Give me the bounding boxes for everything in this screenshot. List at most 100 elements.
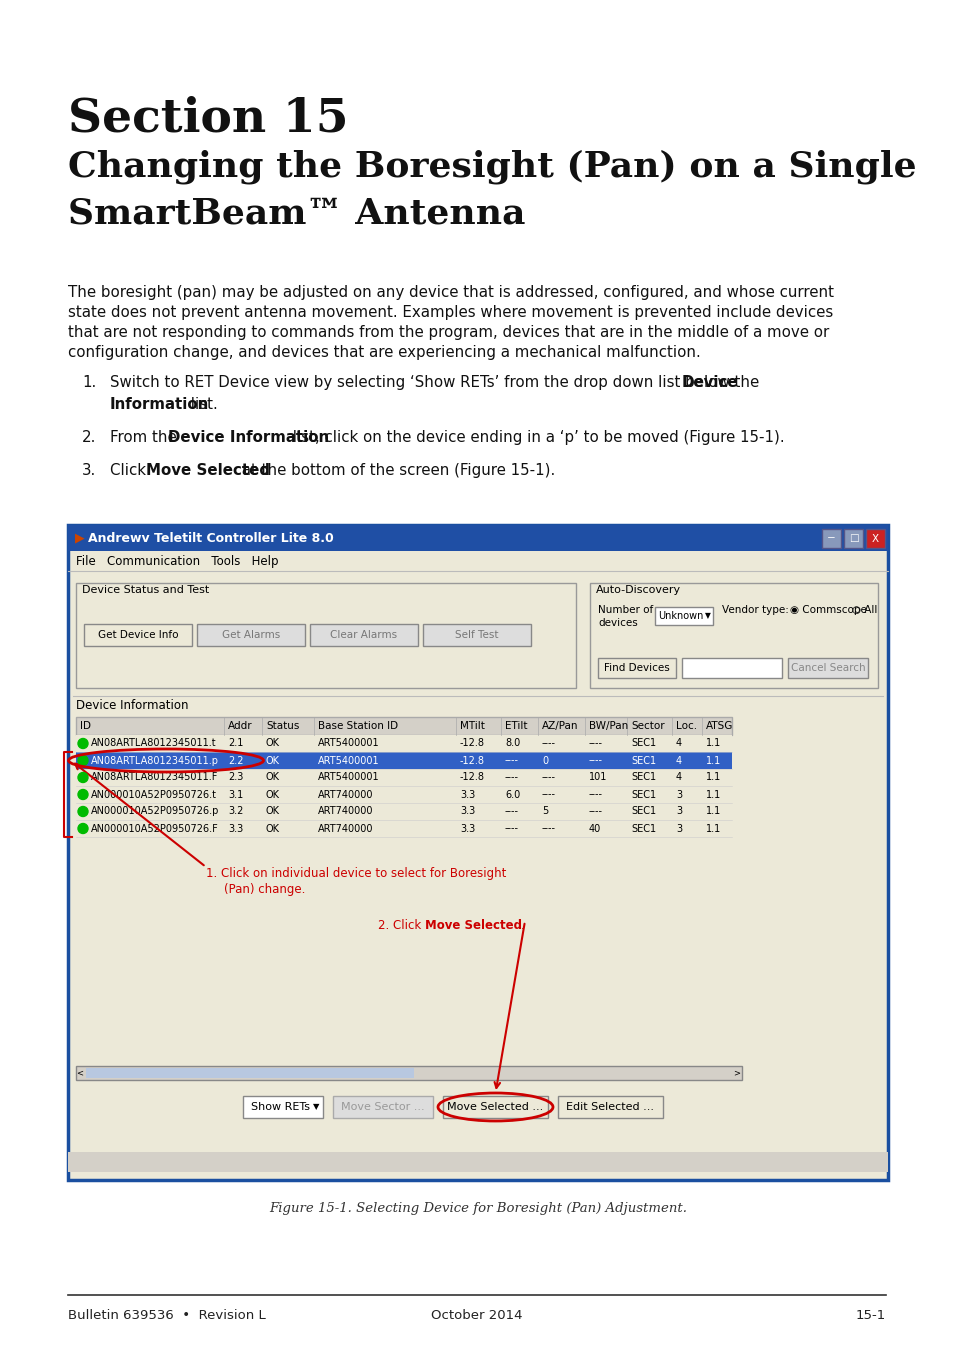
Circle shape: [78, 738, 88, 748]
Text: Addr: Addr: [228, 721, 253, 730]
Text: Find Devices: Find Devices: [603, 663, 669, 674]
FancyBboxPatch shape: [76, 583, 576, 689]
Text: SEC1: SEC1: [630, 824, 656, 833]
FancyBboxPatch shape: [422, 624, 531, 647]
Text: SEC1: SEC1: [630, 738, 656, 748]
Text: 0: 0: [541, 756, 548, 765]
FancyBboxPatch shape: [843, 529, 862, 548]
Text: 2. Click: 2. Click: [377, 919, 424, 931]
FancyBboxPatch shape: [76, 819, 731, 837]
Text: Cancel Search: Cancel Search: [790, 663, 864, 674]
Text: OK: OK: [266, 806, 280, 817]
Text: 1.1: 1.1: [705, 824, 720, 833]
FancyBboxPatch shape: [865, 529, 884, 548]
Text: OK: OK: [266, 738, 280, 748]
FancyBboxPatch shape: [681, 657, 781, 678]
Text: 40: 40: [588, 824, 600, 833]
Text: Status: Status: [266, 721, 299, 730]
FancyBboxPatch shape: [76, 1066, 741, 1080]
Text: 3.: 3.: [82, 463, 96, 478]
Text: ----: ----: [541, 790, 556, 799]
Text: 101: 101: [588, 772, 607, 783]
Circle shape: [78, 806, 88, 817]
Text: 4: 4: [676, 738, 681, 748]
Text: ----: ----: [588, 756, 602, 765]
Text: 2.2: 2.2: [228, 756, 243, 765]
Text: Move Selected: Move Selected: [146, 463, 270, 478]
Text: Loc.: Loc.: [676, 721, 697, 730]
Text: Section 15: Section 15: [68, 95, 348, 140]
Text: Move Selected: Move Selected: [424, 919, 521, 931]
FancyBboxPatch shape: [655, 608, 712, 625]
Text: OK: OK: [266, 824, 280, 833]
Text: ----: ----: [504, 772, 518, 783]
Text: ----: ----: [541, 772, 556, 783]
Text: that are not responding to commands from the program, devices that are in the mi: that are not responding to commands from…: [68, 325, 828, 340]
Text: 1.1: 1.1: [705, 738, 720, 748]
FancyBboxPatch shape: [68, 525, 887, 551]
Text: 5: 5: [541, 806, 548, 817]
Text: AN08ARTLA8012345011.F: AN08ARTLA8012345011.F: [91, 772, 218, 783]
Text: ▶: ▶: [75, 532, 85, 544]
Text: Changing the Boresight (Pan) on a Single: Changing the Boresight (Pan) on a Single: [68, 148, 916, 184]
Text: 3: 3: [676, 824, 681, 833]
Text: list, click on the device ending in a ‘p’ to be moved (Figure 15-1).: list, click on the device ending in a ‘p…: [288, 431, 783, 446]
Text: Device: Device: [681, 375, 738, 390]
Text: ----: ----: [504, 756, 518, 765]
Text: 1.1: 1.1: [705, 806, 720, 817]
Text: Show RETs: Show RETs: [251, 1102, 310, 1112]
Text: 3.3: 3.3: [459, 806, 475, 817]
Text: 3.2: 3.2: [228, 806, 243, 817]
Text: Click: Click: [110, 463, 151, 478]
FancyBboxPatch shape: [68, 1152, 887, 1172]
Text: AN000010A52P0950726.t: AN000010A52P0950726.t: [91, 790, 216, 799]
Text: OK: OK: [266, 772, 280, 783]
Text: Vendor type:: Vendor type:: [721, 605, 788, 616]
Text: ART740000: ART740000: [317, 824, 374, 833]
Text: Number of: Number of: [598, 605, 653, 616]
Text: 1.1: 1.1: [705, 772, 720, 783]
Text: The boresight (pan) may be adjusted on any device that is addressed, configured,: The boresight (pan) may be adjusted on a…: [68, 285, 833, 300]
Text: BW/Pan: BW/Pan: [588, 721, 628, 730]
Text: 1.: 1.: [82, 375, 96, 390]
FancyBboxPatch shape: [333, 1096, 433, 1118]
Text: ART740000: ART740000: [317, 806, 374, 817]
Text: 3.3: 3.3: [459, 790, 475, 799]
Text: □: □: [848, 533, 858, 544]
Text: ART5400001: ART5400001: [317, 738, 379, 748]
Text: Self Test: Self Test: [455, 630, 498, 640]
Text: >: >: [733, 1068, 740, 1077]
Text: 3.1: 3.1: [228, 790, 243, 799]
FancyBboxPatch shape: [310, 624, 417, 647]
Text: AN08ARTLA8012345011.t: AN08ARTLA8012345011.t: [91, 738, 216, 748]
Text: 3.3: 3.3: [228, 824, 243, 833]
Text: .: .: [520, 919, 524, 931]
Text: ▼: ▼: [313, 1103, 319, 1111]
Text: ----: ----: [504, 806, 518, 817]
FancyBboxPatch shape: [76, 717, 731, 734]
Text: ----: ----: [504, 824, 518, 833]
Text: 15-1: 15-1: [855, 1310, 885, 1322]
Circle shape: [78, 790, 88, 799]
Text: X: X: [871, 533, 878, 544]
FancyBboxPatch shape: [558, 1096, 662, 1118]
Text: 3: 3: [676, 790, 681, 799]
Text: 2.1: 2.1: [228, 738, 243, 748]
Text: OK: OK: [266, 756, 280, 765]
Text: 2.3: 2.3: [228, 772, 243, 783]
Text: Device Status and Test: Device Status and Test: [82, 585, 209, 595]
Text: Sector: Sector: [630, 721, 664, 730]
Text: ----: ----: [588, 806, 602, 817]
Text: state does not prevent antenna movement. Examples where movement is prevented in: state does not prevent antenna movement.…: [68, 305, 832, 320]
Text: −: −: [826, 533, 835, 544]
Text: at the bottom of the screen (Figure 15-1).: at the bottom of the screen (Figure 15-1…: [236, 463, 555, 478]
Text: list.: list.: [186, 397, 217, 412]
FancyBboxPatch shape: [76, 769, 731, 786]
Text: ----: ----: [541, 824, 556, 833]
Text: 1.1: 1.1: [705, 790, 720, 799]
FancyBboxPatch shape: [243, 1096, 323, 1118]
Text: configuration change, and devices that are experiencing a mechanical malfunction: configuration change, and devices that a…: [68, 346, 700, 360]
Text: MTilt: MTilt: [459, 721, 484, 730]
Circle shape: [78, 824, 88, 833]
Text: File   Communication   Tools   Help: File Communication Tools Help: [76, 555, 278, 567]
